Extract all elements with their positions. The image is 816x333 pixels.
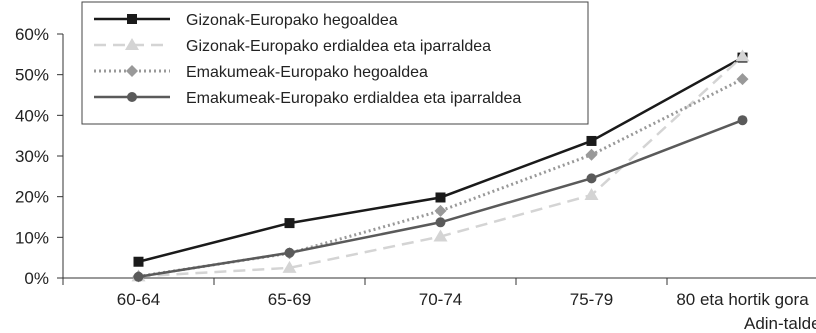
legend-label: Emakumeak-Europako hegoaldea (186, 64, 428, 81)
y-tick-label: 40% (15, 106, 49, 125)
data-point (435, 217, 446, 228)
legend: Gizonak-Europako hegoaldea Gizonak-Europa… (81, 1, 589, 125)
y-tick-label: 10% (15, 228, 49, 247)
y-tick-label: 20% (15, 188, 49, 207)
legend-label: Emakumeak-Europako erdialdea eta iparral… (186, 90, 521, 107)
x-axis-title: Adin-taldea (744, 314, 816, 333)
data-point (736, 73, 749, 86)
data-point (735, 49, 750, 62)
series-3 (133, 115, 748, 282)
x-tick-label: 70-74 (419, 290, 462, 309)
data-point (737, 115, 748, 126)
data-point (282, 260, 297, 273)
data-point (434, 204, 447, 217)
data-point (284, 247, 295, 258)
legend-entry: Emakumeak-Europako hegoaldea (94, 64, 428, 81)
x-tick-label: 60-64 (117, 290, 160, 309)
data-point (585, 148, 598, 161)
data-point (586, 173, 597, 184)
data-point (586, 135, 597, 146)
data-point (133, 271, 144, 282)
legend-swatch-marker (125, 38, 139, 50)
y-tick-label: 30% (15, 147, 49, 166)
legend-swatch-marker (126, 65, 138, 77)
data-point (435, 192, 446, 203)
data-point (284, 218, 295, 229)
x-tick-label: 65-69 (268, 290, 311, 309)
x-tick-label: 80 eta hortik gora (676, 290, 809, 309)
legend-entry: Gizonak-Europako erdialdea eta iparralde… (94, 38, 491, 55)
legend-entry: Gizonak-Europako hegoaldea (94, 12, 398, 29)
axes: 0% 10% 20% 30% 40% 50% 60% 60-64 65-69 70-74 75-79… (15, 25, 816, 333)
x-tick-label: 75-79 (570, 290, 613, 309)
data-point (584, 188, 599, 201)
legend-label: Gizonak-Europako erdialdea eta iparralde… (186, 38, 491, 55)
legend-swatch-marker (127, 92, 137, 102)
data-point (433, 229, 448, 242)
series-layer (131, 49, 750, 283)
y-tick-label: 0% (24, 269, 49, 288)
legend-swatch-marker (127, 14, 137, 24)
legend-box (81, 1, 589, 125)
data-point (133, 256, 144, 267)
legend-entry: Emakumeak-Europako erdialdea eta iparral… (94, 90, 521, 107)
y-tick-label: 60% (15, 25, 49, 44)
legend-label: Gizonak-Europako hegoaldea (186, 12, 398, 29)
y-tick-label: 50% (15, 66, 49, 85)
